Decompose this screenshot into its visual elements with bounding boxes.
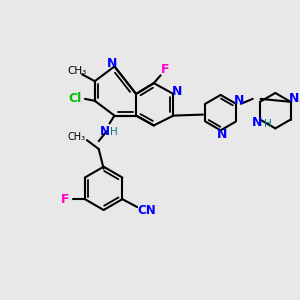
Text: N: N [100,125,110,138]
Text: H: H [110,127,117,137]
Text: CH₃: CH₃ [67,132,85,142]
Text: N: N [234,94,244,107]
Text: N: N [216,128,227,141]
Text: H: H [264,119,272,129]
Text: N: N [172,85,183,98]
Text: N: N [288,92,299,105]
Text: CN: CN [138,205,156,218]
Text: N: N [107,57,118,70]
Text: CH₃: CH₃ [68,66,87,76]
Text: N: N [252,116,262,129]
Text: Cl: Cl [68,92,82,105]
Text: F: F [61,193,70,206]
Text: F: F [161,63,170,76]
